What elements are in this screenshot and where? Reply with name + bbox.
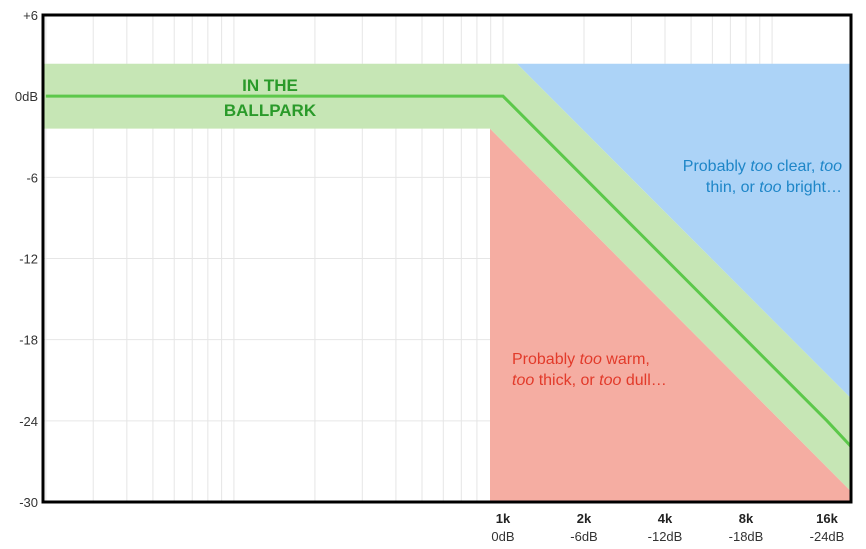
y-tick-label-4: -18: [19, 333, 38, 348]
y-tick-label-1: 0dB: [15, 89, 38, 104]
x-tick-label-1: 2k: [577, 511, 592, 526]
too-warm-region: [490, 128, 851, 502]
x-tick-sublabel-2: -12dB: [648, 529, 683, 544]
x-tick-label-3: 8k: [739, 511, 754, 526]
target-curve-line: [45, 94, 853, 448]
too-bright-label-line-2: thin, or too bright…: [706, 179, 842, 196]
y-tick-label-3: -12: [19, 252, 38, 267]
x-tick-sublabel-4: -24dB: [810, 529, 845, 544]
ballpark-label-line-1: IN THE: [242, 76, 298, 95]
x-tick-label-0: 1k: [496, 511, 511, 526]
x-tick-sublabel-1: -6dB: [570, 529, 597, 544]
y-tick-label-2: -6: [26, 170, 38, 185]
x-tick-sublabel-0: 0dB: [491, 529, 514, 544]
ballpark-band: [43, 63, 851, 492]
y-axis-ticks: +6 0dB -6 -12 -18 -24 -30: [15, 8, 38, 510]
plot-frame: [41, 13, 853, 504]
x-tick-sublabel-3: -18dB: [729, 529, 764, 544]
too-warm-label-line-1: Probably too warm,: [512, 351, 650, 368]
y-tick-label-5: -24: [19, 414, 38, 429]
y-tick-label-0: +6: [23, 8, 38, 23]
x-axis-ticks: 1k 0dB 2k -6dB 4k -12dB 8k -18dB 16k -24dB: [491, 511, 844, 544]
x-tick-label-2: 4k: [658, 511, 673, 526]
ballpark-label-line-2: BALLPARK: [224, 101, 317, 120]
too-bright-label-line-1: Probably too clear, too: [683, 158, 842, 175]
x-tick-label-4: 16k: [816, 511, 838, 526]
y-tick-label-6: -30: [19, 495, 38, 510]
too-warm-label-line-2: too thick, or too dull…: [512, 372, 667, 389]
